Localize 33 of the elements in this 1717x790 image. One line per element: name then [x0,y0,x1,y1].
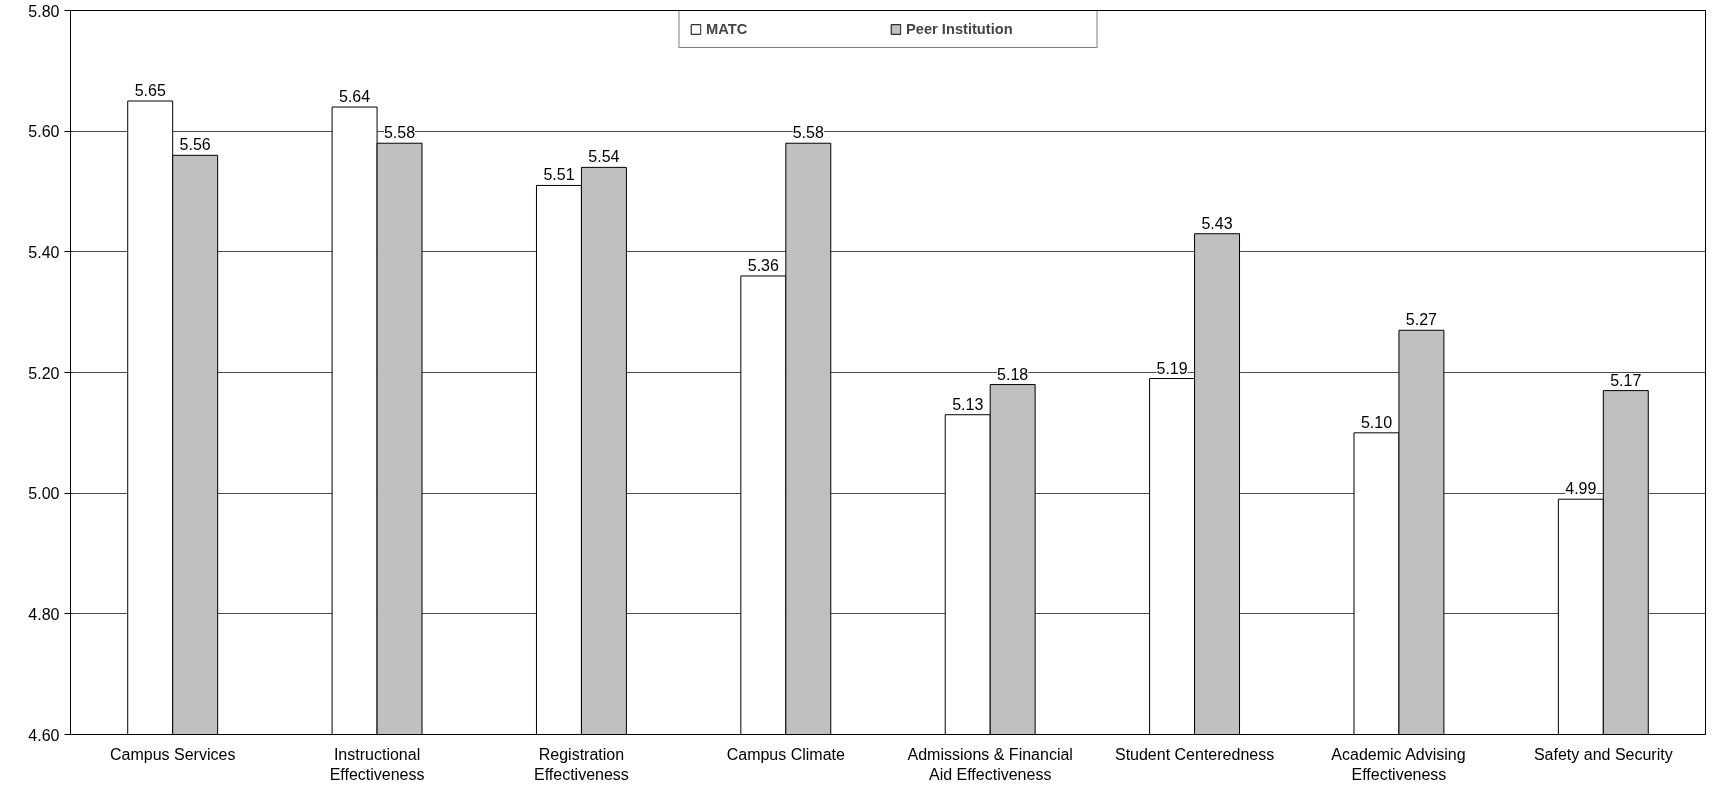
data-label: 5.65 [134,82,166,99]
y-tick-label: 5.80 [28,2,60,20]
y-tick-label: 5.40 [28,243,60,261]
data-label: 5.64 [339,88,371,106]
data-label: 5.43 [1201,214,1233,232]
y-tick-label: 5.20 [28,364,60,382]
x-tick-label: Campus Climate [726,745,846,763]
legend-label: Peer Institution [906,21,1014,37]
data-label: 5.19 [1156,359,1188,377]
x-tick-label: Safety and Security [1533,745,1673,763]
data-label: 5.10 [1360,413,1393,431]
y-tick-label: 4.80 [28,605,60,623]
data-label: 5.58 [792,124,824,142]
legend-label: MATC [706,21,749,37]
data-label: 5.58 [383,124,416,142]
y-tick-label: 4.60 [28,726,60,744]
x-tick-label: Registration Effectiveness [534,745,629,783]
x-tick-label: Campus Services [110,745,236,763]
data-label: 5.54 [588,148,620,166]
data-label: 4.99 [1565,480,1597,498]
x-tick-label: Admissions & Financial Aid Effectiveness [907,745,1073,783]
x-tick-label: Student Centeredness [1114,745,1275,763]
data-label: 5.17 [1610,371,1642,389]
x-tick-label: Academic Advising Effectiveness [1331,745,1466,783]
data-label: 5.51 [543,166,575,184]
x-tick-label: Instructional Effectiveness [329,745,425,783]
data-label: 5.13 [952,395,984,413]
data-label: 5.36 [747,256,779,274]
data-label: 5.27 [1405,311,1438,329]
data-label: 5.56 [179,136,211,154]
data-label: 5.18 [997,365,1029,383]
y-tick-label: 5.00 [28,485,60,503]
y-tick-label: 5.60 [28,123,60,141]
